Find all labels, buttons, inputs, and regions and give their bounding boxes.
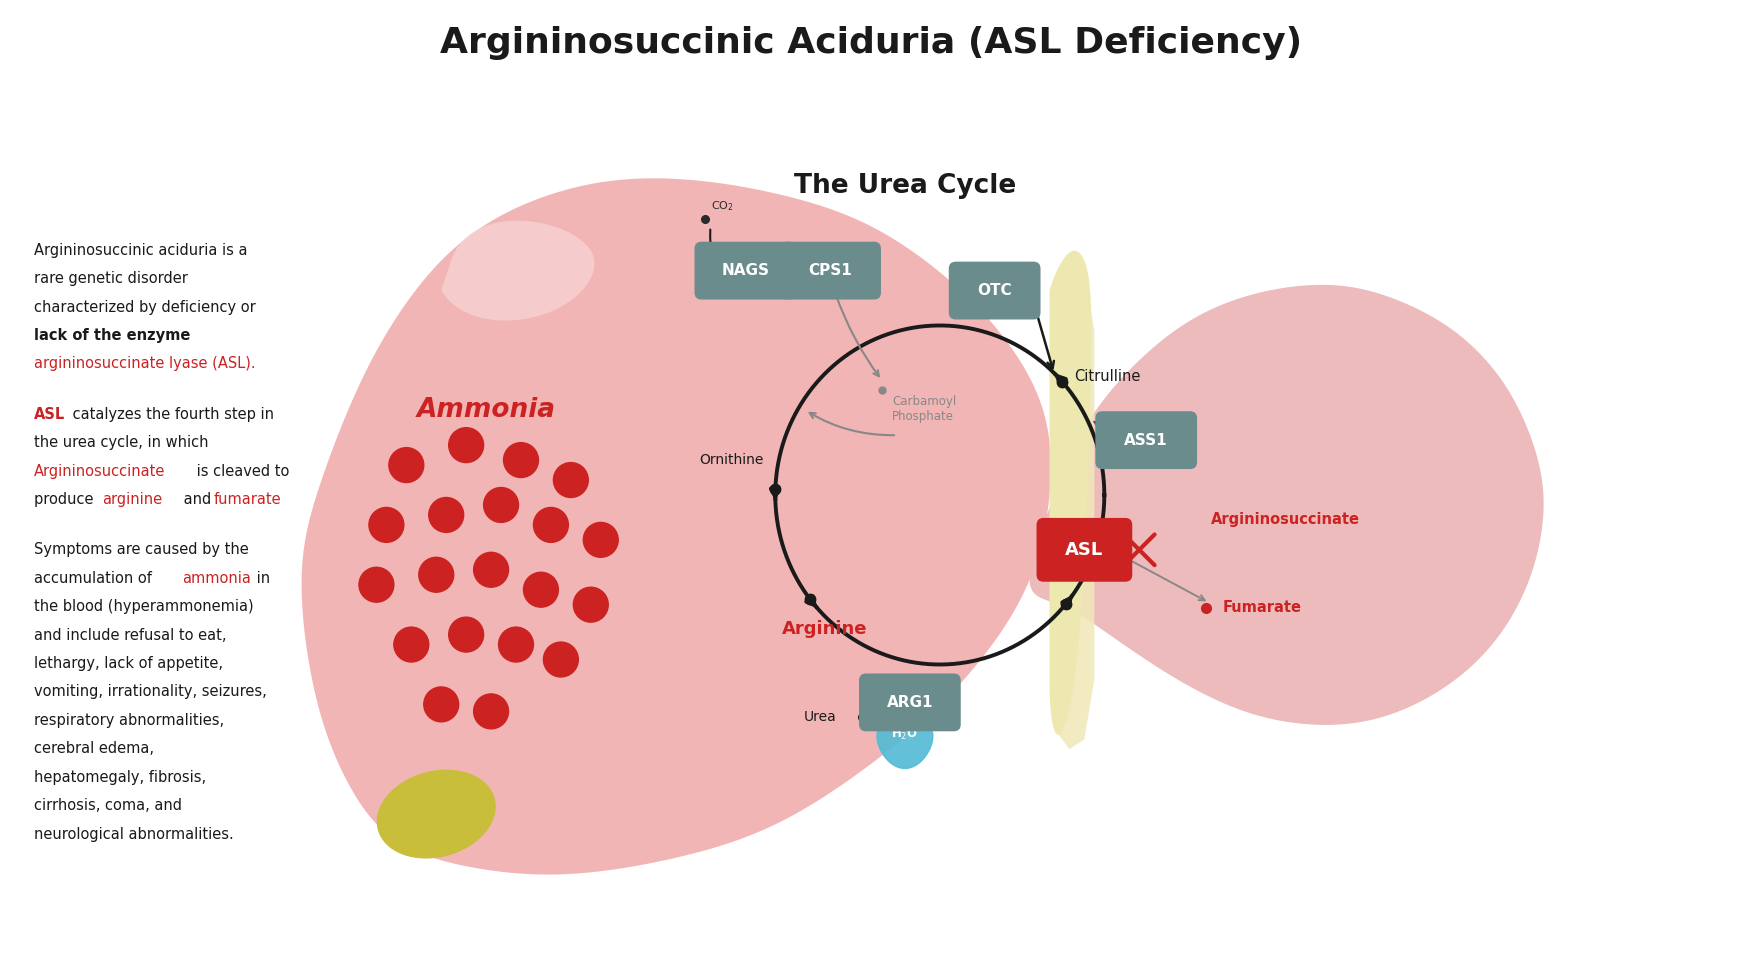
Circle shape — [498, 627, 533, 662]
Text: Symptoms are caused by the: Symptoms are caused by the — [35, 542, 249, 558]
Circle shape — [554, 463, 589, 498]
Text: characterized by deficiency or: characterized by deficiency or — [35, 300, 256, 315]
Circle shape — [544, 642, 578, 677]
Text: Arginine: Arginine — [782, 620, 868, 638]
Text: vomiting, irrationality, seizures,: vomiting, irrationality, seizures, — [35, 684, 267, 700]
Text: Fumarate: Fumarate — [1223, 600, 1301, 615]
Circle shape — [394, 627, 429, 662]
Circle shape — [524, 572, 559, 608]
Text: Citrulline: Citrulline — [1075, 369, 1141, 384]
Circle shape — [474, 694, 509, 729]
Text: is cleaved to: is cleaved to — [192, 464, 289, 478]
Circle shape — [388, 448, 423, 482]
Text: accumulation of: accumulation of — [35, 570, 157, 586]
Circle shape — [423, 687, 458, 722]
FancyBboxPatch shape — [949, 262, 1040, 319]
Polygon shape — [876, 721, 932, 768]
Polygon shape — [1054, 261, 1094, 750]
FancyBboxPatch shape — [779, 242, 881, 300]
Ellipse shape — [378, 770, 495, 858]
Text: arginine: arginine — [103, 492, 162, 507]
Text: ASL: ASL — [1066, 541, 1103, 559]
Text: ammonia: ammonia — [181, 570, 251, 586]
Text: and include refusal to eat,: and include refusal to eat, — [35, 627, 226, 643]
Text: ASL: ASL — [35, 407, 66, 421]
Text: CPS1: CPS1 — [808, 263, 852, 278]
Text: produce: produce — [35, 492, 99, 507]
Text: Argininosuccinate: Argininosuccinate — [35, 464, 165, 478]
Polygon shape — [301, 178, 1050, 874]
Text: the blood (hyperammonemia): the blood (hyperammonemia) — [35, 599, 254, 614]
Text: respiratory abnormalities,: respiratory abnormalities, — [35, 712, 225, 728]
Text: The Urea Cycle: The Urea Cycle — [794, 172, 1016, 199]
Text: the urea cycle, in which: the urea cycle, in which — [35, 435, 209, 450]
Text: Carbamoyl
Phosphate: Carbamoyl Phosphate — [892, 395, 956, 423]
Circle shape — [369, 508, 404, 542]
Circle shape — [429, 498, 463, 532]
Text: Aspartate: Aspartate — [1117, 430, 1181, 443]
Text: OTC: OTC — [977, 283, 1012, 298]
Text: lethargy, lack of appetite,: lethargy, lack of appetite, — [35, 656, 223, 671]
Text: Argininosuccinic aciduria is a: Argininosuccinic aciduria is a — [35, 243, 247, 258]
Circle shape — [449, 617, 484, 652]
FancyBboxPatch shape — [859, 673, 962, 731]
Circle shape — [449, 427, 484, 463]
Text: CO$_2$: CO$_2$ — [711, 199, 733, 213]
Circle shape — [503, 443, 538, 477]
Circle shape — [533, 508, 568, 542]
Text: Ornithine: Ornithine — [699, 453, 763, 467]
Polygon shape — [441, 220, 594, 320]
FancyBboxPatch shape — [1096, 412, 1197, 469]
Text: fumarate: fumarate — [214, 492, 282, 507]
FancyBboxPatch shape — [695, 242, 796, 300]
Polygon shape — [1049, 251, 1092, 735]
Text: Ammonia: Ammonia — [416, 397, 556, 423]
Text: and: and — [179, 492, 216, 507]
Text: cerebral edema,: cerebral edema, — [35, 741, 155, 757]
Text: Argininosuccinic Aciduria (ASL Deficiency): Argininosuccinic Aciduria (ASL Deficienc… — [441, 26, 1301, 61]
Circle shape — [573, 587, 608, 622]
Text: ASS1: ASS1 — [1124, 432, 1169, 448]
Circle shape — [359, 567, 394, 602]
Text: neurological abnormalities.: neurological abnormalities. — [35, 826, 233, 842]
FancyBboxPatch shape — [1036, 517, 1132, 582]
Text: Argininosuccinate: Argininosuccinate — [1211, 513, 1361, 527]
Text: in: in — [253, 570, 270, 586]
Text: NAGS: NAGS — [721, 263, 770, 278]
Circle shape — [418, 558, 453, 592]
Circle shape — [474, 553, 509, 587]
Text: rare genetic disorder: rare genetic disorder — [35, 271, 188, 286]
Text: cirrhosis, coma, and: cirrhosis, coma, and — [35, 798, 183, 813]
Text: Urea: Urea — [803, 710, 836, 724]
Text: H$_2$O: H$_2$O — [892, 727, 918, 742]
Circle shape — [484, 487, 519, 522]
Text: lack of the enzyme: lack of the enzyme — [35, 328, 192, 343]
Text: ARG1: ARG1 — [887, 695, 934, 710]
Circle shape — [584, 522, 618, 558]
Text: argininosuccinate lyase (ASL).: argininosuccinate lyase (ASL). — [35, 357, 256, 371]
Text: hepatomegaly, fibrosis,: hepatomegaly, fibrosis, — [35, 769, 207, 785]
Text: catalyzes the fourth step in: catalyzes the fourth step in — [68, 407, 273, 421]
Polygon shape — [1030, 285, 1543, 725]
